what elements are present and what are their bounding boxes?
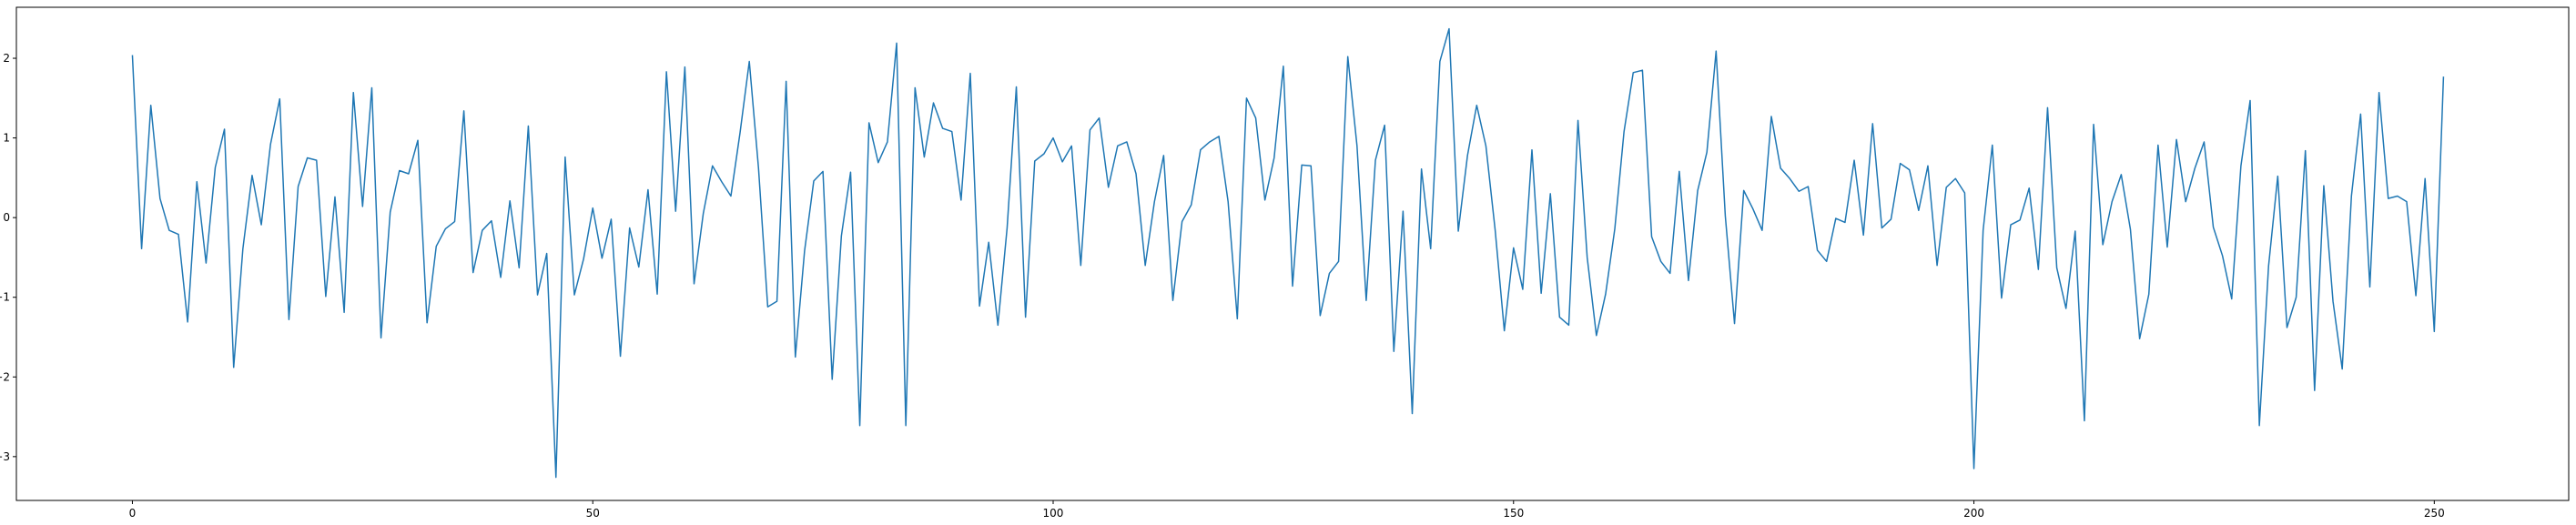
y-tick-label: 1 (3, 132, 10, 145)
y-tick-label: −3 (0, 450, 10, 463)
x-tick-label: 150 (1503, 507, 1524, 520)
y-tick-label: 2 (3, 52, 10, 65)
x-tick-label: 0 (129, 507, 137, 520)
x-tick-label: 200 (1963, 507, 1984, 520)
x-tick-label: 100 (1043, 507, 1064, 520)
y-tick-label: 0 (3, 211, 10, 224)
x-tick-label: 250 (2424, 507, 2445, 520)
series-line-0 (131, 27, 2445, 479)
y-tick-label: −2 (0, 370, 10, 383)
y-tick-label: −1 (0, 291, 10, 304)
plot-area (131, 27, 2445, 479)
x-axis: 0 50 100 150 200 250 (129, 500, 2445, 520)
axes-frame (15, 6, 2570, 501)
x-tick-label: 50 (586, 507, 600, 520)
y-axis: −3 −2 −1 0 1 2 (0, 52, 16, 463)
